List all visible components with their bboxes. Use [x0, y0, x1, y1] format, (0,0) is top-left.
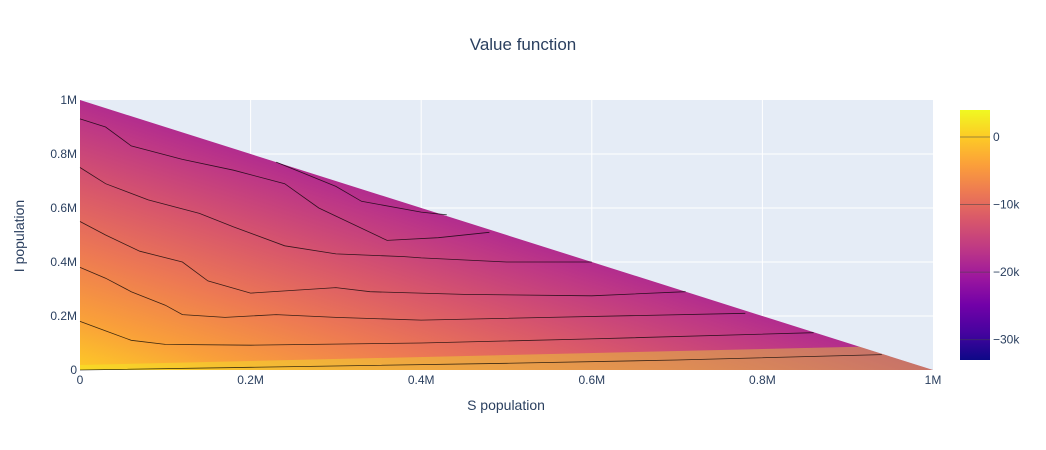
y-axis-label: I population — [11, 200, 27, 272]
colorbar-tick-label-2: −20k — [993, 265, 1020, 279]
contour-lines — [79, 118, 882, 371]
y-tick-label-1: 0.2M — [50, 309, 77, 323]
y-axis-ticks: 0 0.2M 0.4M 0.6M 0.8M 1M — [50, 93, 77, 377]
colorbar-tick-label-1: −10k — [993, 198, 1020, 212]
contour-line-6 — [276, 161, 447, 216]
x-tick-label-3: 0.6M — [578, 373, 605, 387]
x-axis-label: S population — [467, 397, 545, 413]
contour-line-4 — [79, 167, 592, 263]
colorbar-tick-label-0: 0 — [993, 130, 1000, 144]
colorbar-tick-label-3: −30k — [993, 333, 1020, 347]
chart-title: Value function — [470, 35, 576, 54]
contour-line-0 — [79, 354, 882, 371]
x-tick-label-2: 0.4M — [408, 373, 435, 387]
y-tick-label-4: 0.8M — [50, 147, 77, 161]
y-tick-label-5: 1M — [60, 93, 77, 107]
y-tick-label-3: 0.6M — [50, 201, 77, 215]
x-tick-label-0: 0 — [77, 373, 84, 387]
y-tick-label-2: 0.4M — [50, 255, 77, 269]
contour-line-2 — [79, 267, 746, 321]
y-tick-label-0: 0 — [70, 363, 77, 377]
colorbar-ticks: 0 −10k −20k −30k — [960, 130, 1020, 347]
contour-line-5 — [79, 118, 490, 241]
x-tick-label-4: 0.8M — [749, 373, 776, 387]
contour-line-3 — [79, 221, 686, 297]
x-tick-label-1: 0.2M — [237, 373, 264, 387]
colorbar — [960, 110, 990, 360]
x-axis-ticks: 0 0.2M 0.4M 0.6M 0.8M 1M — [77, 373, 942, 387]
contour-line-1 — [79, 321, 814, 346]
x-tick-label-5: 1M — [925, 373, 942, 387]
